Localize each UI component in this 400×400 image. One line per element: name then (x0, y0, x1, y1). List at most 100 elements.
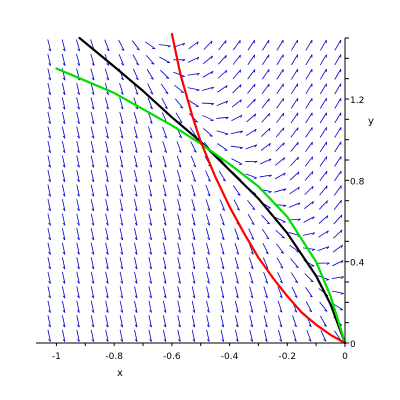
field-arrow (119, 170, 124, 182)
field-arrow (234, 271, 239, 284)
field-arrow-head (254, 160, 258, 164)
field-arrow (148, 300, 152, 313)
field-arrow (206, 315, 210, 328)
field-arrow (261, 214, 271, 225)
field-arrow (249, 329, 254, 342)
field-arrow (220, 257, 225, 270)
field-arrow (276, 112, 284, 123)
field-arrow (319, 315, 327, 327)
field-arrow-head (225, 40, 227, 44)
field-arrow (90, 199, 95, 211)
field-arrow-head (240, 130, 243, 134)
field-arrow (134, 228, 138, 241)
field-arrow-head (77, 280, 80, 284)
field-arrow (76, 82, 80, 95)
field-arrow-head (62, 164, 66, 168)
field-arrow (220, 242, 225, 255)
field-arrow-head (91, 92, 95, 95)
field-arrow (105, 213, 109, 226)
field-arrow-head (106, 121, 109, 124)
field-arrow-head (311, 248, 316, 251)
field-arrow (90, 126, 95, 139)
field-arrow (246, 113, 256, 123)
field-arrow (173, 71, 185, 77)
field-arrow-head (250, 295, 254, 299)
field-arrow (177, 286, 181, 299)
field-arrow-head (62, 106, 66, 110)
field-arrow (105, 271, 109, 284)
field-arrow (47, 300, 51, 313)
field-arrow (190, 155, 197, 168)
field-arrow (133, 97, 139, 110)
field-arrow (148, 228, 152, 241)
field-arrow (76, 111, 80, 124)
field-arrow (290, 83, 299, 95)
field-arrow (105, 111, 109, 124)
field-arrow-head (134, 266, 138, 270)
field-arrow (234, 242, 240, 255)
field-arrow-head (91, 106, 95, 110)
field-arrow (133, 141, 138, 153)
field-arrow-head (254, 144, 258, 148)
field-arrow (105, 155, 109, 168)
field-arrow-head (326, 200, 328, 204)
field-arrow-head (309, 310, 312, 313)
field-arrow (235, 329, 239, 342)
field-arrow (262, 243, 269, 255)
field-arrow-head (211, 55, 213, 59)
field-arrow (61, 170, 66, 182)
field-arrow (290, 272, 299, 283)
field-arrow (318, 230, 329, 238)
field-arrow (105, 257, 109, 270)
field-arrow-head (326, 185, 328, 189)
field-arrow-head (211, 86, 214, 90)
field-arrow (219, 213, 225, 226)
field-arrow (232, 84, 242, 94)
field-arrow (47, 68, 51, 81)
field-arrow (191, 242, 196, 255)
field-arrow-head (225, 55, 227, 59)
field-arrow-head (62, 92, 66, 95)
field-arrow (304, 273, 314, 283)
field-arrow (333, 200, 342, 211)
field-arrow (260, 158, 272, 165)
field-arrow-head (251, 237, 255, 240)
field-arrow (61, 155, 66, 168)
field-arrow-head (192, 237, 196, 241)
field-arrow (305, 141, 313, 153)
field-arrow-head (48, 179, 51, 183)
field-arrow-head (48, 266, 51, 270)
field-arrow-head (163, 295, 167, 299)
field-arrow-head (135, 77, 139, 81)
field-arrow (231, 158, 243, 165)
field-arrow-head (106, 92, 109, 95)
field-arrow-head (280, 251, 284, 254)
field-arrow-head (149, 266, 152, 270)
field-arrow (162, 242, 167, 255)
field-arrow (319, 83, 327, 95)
field-arrow-head (250, 310, 254, 313)
field-arrow (248, 228, 255, 240)
solution-curves (55, 32, 347, 345)
field-arrow (249, 271, 254, 284)
field-arrow (105, 228, 109, 241)
field-arrow (134, 213, 138, 226)
field-arrow-head (221, 339, 225, 342)
field-arrow (90, 257, 95, 270)
field-arrow-head (207, 266, 210, 270)
x-tick-label: -0.6 (163, 352, 181, 362)
field-arrow (318, 200, 328, 210)
field-arrow (162, 199, 167, 211)
field-arrow (206, 257, 210, 270)
field-arrow-head (279, 324, 283, 328)
field-arrow-head (240, 114, 243, 118)
field-arrow (277, 286, 283, 298)
field-arrow-head (120, 295, 123, 299)
field-arrow (177, 228, 181, 240)
field-arrow (61, 228, 66, 241)
field-arrow (177, 271, 181, 284)
field-arrow-head (134, 280, 138, 284)
field-arrow-head (207, 237, 210, 241)
field-arrow-head (222, 208, 225, 211)
